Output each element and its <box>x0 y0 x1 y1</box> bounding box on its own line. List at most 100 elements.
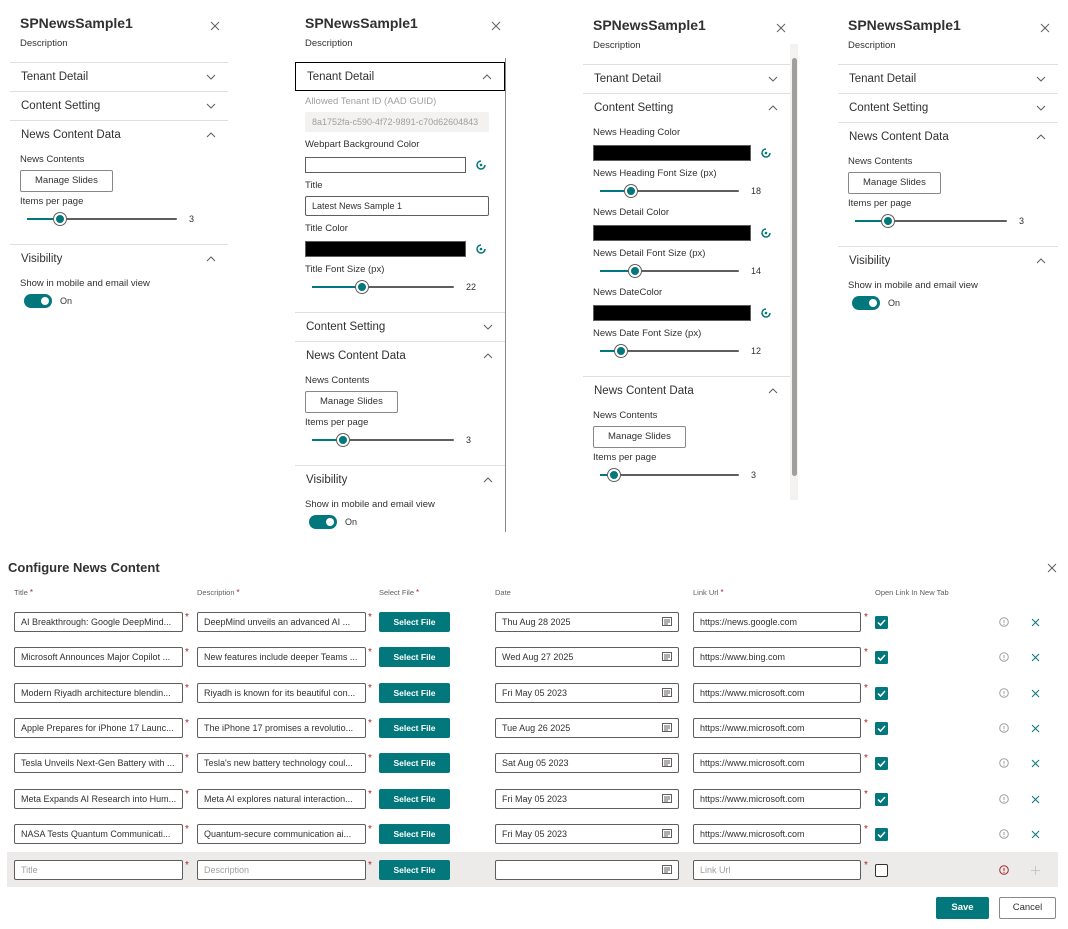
add-row-wrap[interactable] <box>1031 866 1040 875</box>
panel-close-wrap[interactable] <box>210 18 220 31</box>
add-icon[interactable] <box>1031 866 1040 875</box>
color-swatch[interactable] <box>593 305 751 321</box>
date-picker-wrap[interactable] <box>662 793 672 803</box>
checkbox-icon[interactable] <box>875 721 888 735</box>
panel-close-wrap[interactable] <box>776 20 786 33</box>
section-header[interactable]: Visibility <box>295 465 505 494</box>
color-picker-wrap[interactable] <box>475 159 487 171</box>
slider-thumb[interactable] <box>628 265 641 277</box>
date-field[interactable]: Fri May 05 2023 <box>495 682 679 703</box>
title-field[interactable]: Apple Prepares for iPhone 17 Launc... <box>14 717 183 738</box>
date-field[interactable]: Thu Aug 28 2025 <box>495 612 679 632</box>
toggle[interactable]: On <box>305 513 505 531</box>
open-new-tab-checkbox-wrap[interactable] <box>875 864 888 877</box>
link-url-field[interactable]: https://www.bing.com <box>693 647 861 668</box>
description-field[interactable]: New features include deeper Teams ... <box>197 647 366 668</box>
toggle[interactable]: On <box>20 292 228 310</box>
date-field[interactable]: Fri May 05 2023 <box>495 788 679 809</box>
delete-row-wrap[interactable] <box>1031 653 1040 662</box>
color-picker-icon[interactable] <box>760 147 772 159</box>
title-field[interactable]: Modern Riyadh architecture blendin... <box>14 682 183 703</box>
slider-thumb[interactable] <box>614 345 627 357</box>
delete-row-wrap[interactable] <box>1031 689 1040 698</box>
date-picker-wrap[interactable] <box>662 687 672 697</box>
close-icon[interactable] <box>1047 563 1057 573</box>
checkbox-icon[interactable] <box>875 864 888 877</box>
description-field[interactable]: Meta AI explores natural interaction... <box>197 788 366 809</box>
date-field[interactable]: Tue Aug 26 2025 <box>495 717 679 738</box>
scrollbar-thumb[interactable] <box>792 58 797 476</box>
select-file-button[interactable]: Select File <box>379 612 450 632</box>
title-field[interactable]: AI Breakthrough: Google DeepMind... <box>14 612 183 632</box>
open-new-tab-checkbox-wrap[interactable] <box>875 827 888 841</box>
slider-thumb[interactable] <box>624 185 637 197</box>
date-field[interactable]: Sat Aug 05 2023 <box>495 753 679 774</box>
cancel-button[interactable]: Cancel <box>999 897 1056 919</box>
color-picker-icon[interactable] <box>760 227 772 239</box>
title-field[interactable]: Microsoft Announces Major Copilot ... <box>14 647 183 668</box>
checkbox-icon[interactable] <box>875 686 888 700</box>
slider[interactable]: 3 <box>848 212 1058 230</box>
section-header[interactable]: News Content Data <box>10 120 228 149</box>
calendar-icon[interactable] <box>662 828 672 838</box>
checkbox-icon[interactable] <box>875 827 888 841</box>
manage-slides-button[interactable]: Manage Slides <box>20 170 113 192</box>
delete-icon[interactable] <box>1031 724 1040 733</box>
date-field[interactable] <box>495 860 679 880</box>
calendar-icon[interactable] <box>662 617 672 626</box>
manage-slides-button[interactable]: Manage Slides <box>848 172 941 194</box>
description-field[interactable]: Riyadh is known for its beautiful con... <box>197 682 366 703</box>
link-url-field[interactable]: https://www.microsoft.com <box>693 823 861 844</box>
description-field[interactable]: Tesla's new battery technology coul... <box>197 753 366 774</box>
section-header[interactable]: Tenant Detail <box>583 64 790 93</box>
select-file-button[interactable]: Select File <box>379 647 450 668</box>
delete-row-wrap[interactable] <box>1031 724 1040 733</box>
slider[interactable]: 12 <box>593 342 790 360</box>
open-new-tab-checkbox-wrap[interactable] <box>875 651 888 665</box>
color-picker-wrap[interactable] <box>760 147 772 159</box>
section-header[interactable]: Content Setting <box>295 312 505 341</box>
select-file-button[interactable]: Select File <box>379 717 450 738</box>
save-button[interactable]: Save <box>936 897 989 919</box>
checkbox-icon[interactable] <box>875 792 888 806</box>
slider[interactable]: 22 <box>305 278 505 296</box>
date-picker-wrap[interactable] <box>662 722 672 732</box>
color-picker-icon[interactable] <box>475 159 487 171</box>
delete-row-wrap[interactable] <box>1031 618 1040 627</box>
slider[interactable]: 3 <box>593 466 790 484</box>
description-field[interactable]: The iPhone 17 promises a revolutio... <box>197 717 366 738</box>
description-field[interactable]: Description <box>197 860 366 880</box>
slider[interactable]: 3 <box>305 431 505 449</box>
delete-icon[interactable] <box>1031 759 1040 768</box>
color-swatch[interactable] <box>305 157 466 173</box>
link-url-field[interactable]: https://www.microsoft.com <box>693 753 861 774</box>
title-field[interactable]: Title <box>14 860 183 880</box>
close-icon[interactable] <box>776 23 786 33</box>
manage-slides-button[interactable]: Manage Slides <box>305 391 398 413</box>
color-picker-wrap[interactable] <box>760 227 772 239</box>
date-picker-wrap[interactable] <box>662 652 672 662</box>
description-field[interactable]: DeepMind unveils an advanced AI ... <box>197 612 366 632</box>
delete-row-wrap[interactable] <box>1031 830 1040 839</box>
color-swatch[interactable] <box>305 241 466 257</box>
calendar-icon[interactable] <box>662 652 672 662</box>
delete-icon[interactable] <box>1031 618 1040 627</box>
checkbox-icon[interactable] <box>875 757 888 771</box>
close-icon[interactable] <box>491 21 501 31</box>
date-field[interactable]: Wed Aug 27 2025 <box>495 647 679 668</box>
calendar-icon[interactable] <box>662 722 672 732</box>
slider[interactable]: 3 <box>20 210 228 228</box>
slider-thumb[interactable] <box>882 215 895 227</box>
delete-icon[interactable] <box>1031 830 1040 839</box>
open-new-tab-checkbox-wrap[interactable] <box>875 616 888 629</box>
section-header[interactable]: News Content Data <box>295 341 505 370</box>
panel-close-wrap[interactable] <box>491 18 501 31</box>
section-header[interactable]: Visibility <box>838 246 1058 275</box>
link-url-field[interactable]: Link Url <box>693 860 861 880</box>
title-field[interactable]: Meta Expands AI Research into Hum... <box>14 788 183 809</box>
calendar-icon[interactable] <box>662 793 672 803</box>
panel-close-wrap[interactable] <box>1040 20 1050 33</box>
slider-thumb[interactable] <box>54 213 66 225</box>
date-picker-wrap[interactable] <box>662 758 672 768</box>
section-header[interactable]: News Content Data <box>583 376 790 405</box>
